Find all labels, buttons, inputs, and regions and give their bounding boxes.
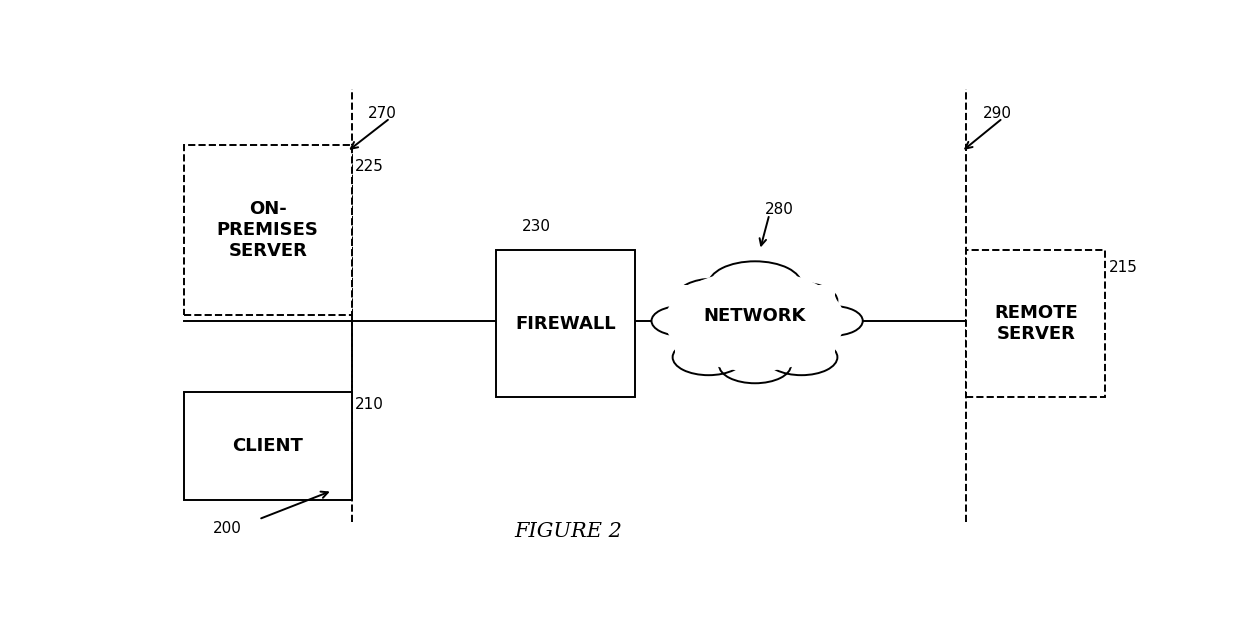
Text: 230: 230 <box>522 219 550 234</box>
Circle shape <box>673 339 745 375</box>
Circle shape <box>709 261 802 308</box>
Text: 280: 280 <box>764 202 793 217</box>
Text: CLIENT: CLIENT <box>232 437 304 455</box>
Bar <box>966 250 1105 397</box>
Text: 225: 225 <box>354 158 384 173</box>
Text: 290: 290 <box>983 106 1011 121</box>
Circle shape <box>766 283 838 319</box>
Text: 200: 200 <box>212 522 242 537</box>
Text: FIREWALL: FIREWALL <box>515 314 616 333</box>
Circle shape <box>804 306 862 336</box>
Text: ON-
PREMISES
SERVER: ON- PREMISES SERVER <box>217 200 318 260</box>
Circle shape <box>719 348 790 383</box>
Bar <box>496 250 636 397</box>
Bar <box>675 285 835 357</box>
Bar <box>183 392 352 500</box>
Text: NETWORK: NETWORK <box>704 307 807 325</box>
Circle shape <box>676 279 748 314</box>
Text: FIGURE 2: FIGURE 2 <box>514 522 622 541</box>
Circle shape <box>652 306 711 336</box>
Text: REMOTE
SERVER: REMOTE SERVER <box>994 304 1078 343</box>
Text: 210: 210 <box>354 396 384 411</box>
Circle shape <box>766 339 838 375</box>
Ellipse shape <box>665 270 845 371</box>
Text: 215: 215 <box>1109 260 1139 275</box>
Text: 270: 270 <box>368 106 396 121</box>
Bar <box>183 145 352 315</box>
